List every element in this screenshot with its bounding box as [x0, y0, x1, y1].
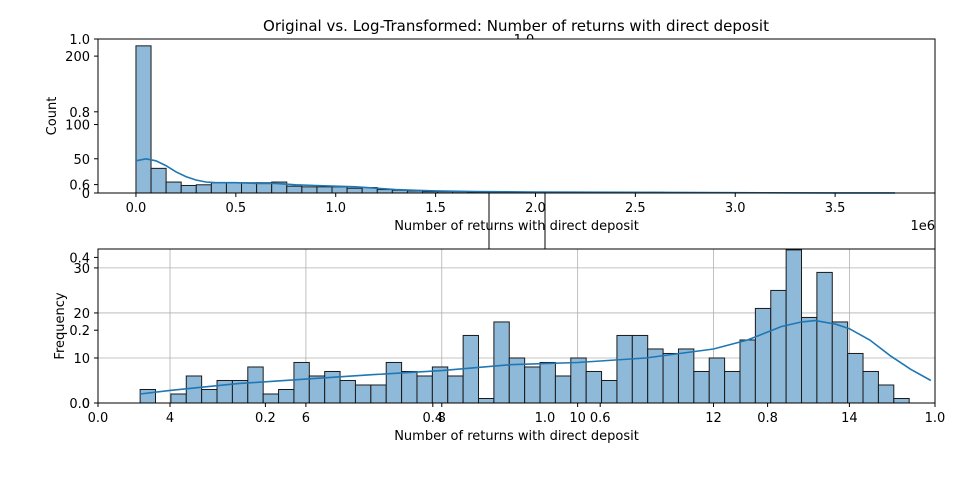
bg-xtick-label: 0.8: [757, 411, 778, 426]
histogram-bar: [571, 358, 586, 403]
y-tick-label: 0: [82, 397, 90, 412]
x-tick-label: 0.5: [225, 201, 246, 216]
histogram-bar: [663, 353, 678, 403]
histogram-bar: [171, 394, 186, 403]
x-tick-label: 2.0: [525, 201, 546, 216]
x-tick-label: 6: [302, 411, 310, 426]
histogram-bar: [340, 380, 355, 403]
histogram-bar: [377, 190, 392, 193]
histogram-bar: [211, 183, 226, 193]
plot-area: [98, 39, 935, 193]
histogram-bar: [302, 187, 317, 193]
histogram-bar: [317, 187, 332, 193]
x-tick-label: 3.5: [825, 201, 846, 216]
histogram-bar: [257, 183, 272, 193]
x-tick-label: 3.0: [725, 201, 746, 216]
histogram-bar: [817, 272, 832, 403]
x-tick-label: 1.0: [325, 201, 346, 216]
x-tick-label: 8: [438, 411, 446, 426]
histogram-bar: [894, 398, 909, 403]
histogram-bar: [617, 335, 632, 403]
histogram-bar: [248, 367, 263, 403]
histogram-bar: [402, 371, 417, 403]
histogram-bar: [832, 322, 847, 403]
x-tick-label: 2.5: [625, 201, 646, 216]
y-axis-label: Frequency: [53, 292, 68, 359]
histogram-bar: [709, 358, 724, 403]
histogram-log-transformed: 4 6 8 10 12 14 0 10 20 30 Number of returns with d…: [53, 249, 935, 444]
x-offset-label: 1e6: [910, 219, 935, 234]
x-axis-label: Number of returns with direct deposit: [394, 219, 639, 234]
x-tick-label: 0.0: [126, 201, 147, 216]
y-tick-label: 100: [65, 119, 90, 134]
histogram-bar: [802, 317, 817, 403]
histogram-bar: [878, 385, 893, 403]
histogram-bar: [786, 250, 801, 403]
x-tick-label: 12: [705, 411, 722, 426]
histogram-bar: [181, 185, 196, 193]
x-tick-label: 1.5: [425, 201, 446, 216]
histogram-bar: [555, 376, 570, 403]
histogram-bar: [755, 308, 770, 403]
histogram-bar: [136, 46, 151, 193]
histogram-bar: [479, 398, 494, 403]
mid-xtick-label: 1.0: [535, 411, 556, 426]
histogram-bar: [740, 340, 755, 403]
histogram-bar: [287, 186, 302, 193]
histogram-bar: [347, 188, 362, 193]
histogram-bar: [525, 367, 540, 403]
histogram-bar: [332, 187, 347, 193]
bg-xtick-label: 0.2: [255, 411, 276, 426]
histogram-bar: [196, 185, 211, 193]
histogram-bar: [151, 168, 166, 193]
histogram-bar: [202, 389, 217, 403]
histogram-bar: [242, 183, 257, 193]
histogram-bar: [417, 376, 432, 403]
x-tick-label: 10: [569, 411, 586, 426]
bg-ytick-label: 1.0: [69, 33, 90, 48]
histogram-bar: [226, 183, 241, 193]
histogram-bar: [294, 362, 309, 403]
histogram-bar: [448, 376, 463, 403]
histogram-bar: [848, 353, 863, 403]
histogram-bar: [586, 371, 601, 403]
histogram-bar: [678, 349, 693, 403]
y-tick-label: 50: [73, 153, 90, 168]
histogram-bar: [279, 389, 294, 403]
bg-ytick-label: 0.2: [69, 324, 90, 339]
histogram-bar: [432, 367, 447, 403]
histogram-bar: [494, 322, 509, 403]
x-axis-label: Number of returns with direct deposit: [394, 429, 639, 444]
histogram-bar: [725, 371, 740, 403]
histogram-bar: [540, 362, 555, 403]
histogram-bar: [371, 385, 386, 403]
histogram-bar: [602, 380, 617, 403]
bg-xtick-label: 0.6: [590, 411, 611, 426]
y-tick-label: 10: [73, 352, 90, 367]
bg-xtick-label: 1.0: [925, 411, 946, 426]
x-tick-label: 4: [166, 411, 174, 426]
histogram-bar: [386, 362, 401, 403]
histogram-bar: [309, 376, 324, 403]
y-axis-label: Count: [45, 97, 60, 136]
histogram-bar: [263, 394, 278, 403]
histogram-bar: [771, 290, 786, 403]
y-tick-label: 20: [73, 307, 90, 322]
histogram-bar: [863, 371, 878, 403]
bg-xtick-label: 0.0: [88, 411, 109, 426]
histogram-bar: [355, 385, 370, 403]
histogram-bar: [166, 182, 181, 193]
histogram-bar: [632, 335, 647, 403]
histogram-bar: [186, 376, 201, 403]
y-tick-label: 30: [73, 262, 90, 277]
histogram-bar: [140, 389, 155, 403]
y-tick-label: 0: [82, 187, 90, 202]
histogram-bar: [694, 371, 709, 403]
y-tick-label: 200: [65, 50, 90, 65]
histogram-original: 0.0 0.5 1.0 1.5 2.0 2.5 3.0 3.5 0 50 100 200 Number …: [45, 39, 935, 234]
x-tick-label: 14: [841, 411, 858, 426]
